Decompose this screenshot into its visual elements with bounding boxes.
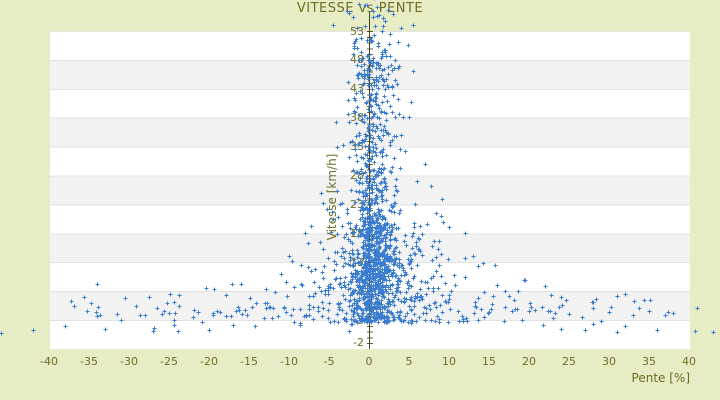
y-tick-label: 48 (350, 53, 364, 67)
x-tick-label: 40 (682, 355, 696, 368)
x-tick-label: -35 (80, 355, 98, 368)
x-tick-label: 15 (482, 355, 496, 368)
y-tick-label: -2 (353, 335, 364, 349)
x-tick-label: 0 (365, 355, 373, 368)
x-tick-label: 35 (642, 355, 656, 368)
x-tick-label: 25 (562, 355, 576, 368)
y-axis-line (369, 12, 370, 349)
x-tick-label: -40 (40, 355, 58, 368)
x-axis-title: Pente [%] (631, 371, 690, 385)
x-tick-label: 10 (442, 355, 456, 368)
y-axis-minor-ticks (367, 31, 373, 349)
y-tick-label: 38 (350, 111, 364, 125)
x-tick-label: -5 (323, 355, 335, 368)
x-tick-label: 5 (405, 355, 413, 368)
x-tick-label: -20 (200, 355, 218, 368)
chart-title: VITESSE vs PENTE (296, 1, 424, 16)
x-tick-label: -30 (120, 355, 138, 368)
x-tick-label: 30 (602, 355, 616, 368)
x-tick-label: -25 (160, 355, 178, 368)
y-tick-label: 53 (350, 24, 364, 38)
x-tick-label: -15 (240, 355, 258, 368)
x-tick-label: 20 (522, 355, 536, 368)
x-tick-label: -10 (280, 355, 298, 368)
